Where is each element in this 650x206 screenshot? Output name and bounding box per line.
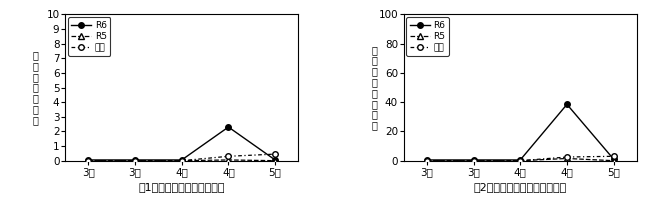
R5 <box>516 159 524 162</box>
平年 <box>271 153 279 155</box>
Line: R6: R6 <box>424 102 616 163</box>
Line: 平年: 平年 <box>424 153 616 163</box>
Line: 平年: 平年 <box>86 151 278 163</box>
Text: 発
病
株
率
（
％
）: 発 病 株 率 （ ％ ） <box>32 50 39 125</box>
R6 <box>178 159 186 161</box>
R5 <box>271 159 279 162</box>
Line: R5: R5 <box>86 157 278 163</box>
X-axis label: 図1　疫病の発病株率の推移: 図1 疫病の発病株率の推移 <box>138 182 225 192</box>
Legend: R6, R5, 平年: R6, R5, 平年 <box>406 17 449 56</box>
R5 <box>224 159 232 161</box>
平年 <box>84 159 92 162</box>
R6 <box>224 126 232 128</box>
Line: R5: R5 <box>424 156 616 163</box>
R5 <box>178 159 186 162</box>
Legend: R6, R5, 平年: R6, R5, 平年 <box>68 17 110 56</box>
Line: R6: R6 <box>86 124 278 163</box>
平年 <box>423 159 431 162</box>
Text: 発
生
圃
場
率
（
％
）: 発 生 圃 場 率 （ ％ ） <box>371 45 377 130</box>
X-axis label: 図2　疫病の発生圃場率の推移: 図2 疫病の発生圃場率の推移 <box>474 182 567 192</box>
平年 <box>563 156 571 158</box>
R5 <box>470 159 478 162</box>
平年 <box>224 155 232 158</box>
R6 <box>84 159 92 161</box>
R6 <box>470 159 478 161</box>
R6 <box>131 159 139 161</box>
平年 <box>178 159 186 162</box>
R6 <box>516 159 524 161</box>
R6 <box>271 159 279 161</box>
平年 <box>610 155 617 158</box>
R5 <box>423 159 431 162</box>
R5 <box>84 159 92 162</box>
R6 <box>563 103 571 106</box>
R5 <box>131 159 139 162</box>
平年 <box>516 159 524 162</box>
平年 <box>131 159 139 162</box>
R5 <box>563 157 571 160</box>
R6 <box>610 158 617 160</box>
R6 <box>423 159 431 161</box>
平年 <box>470 159 478 162</box>
R5 <box>610 159 617 162</box>
